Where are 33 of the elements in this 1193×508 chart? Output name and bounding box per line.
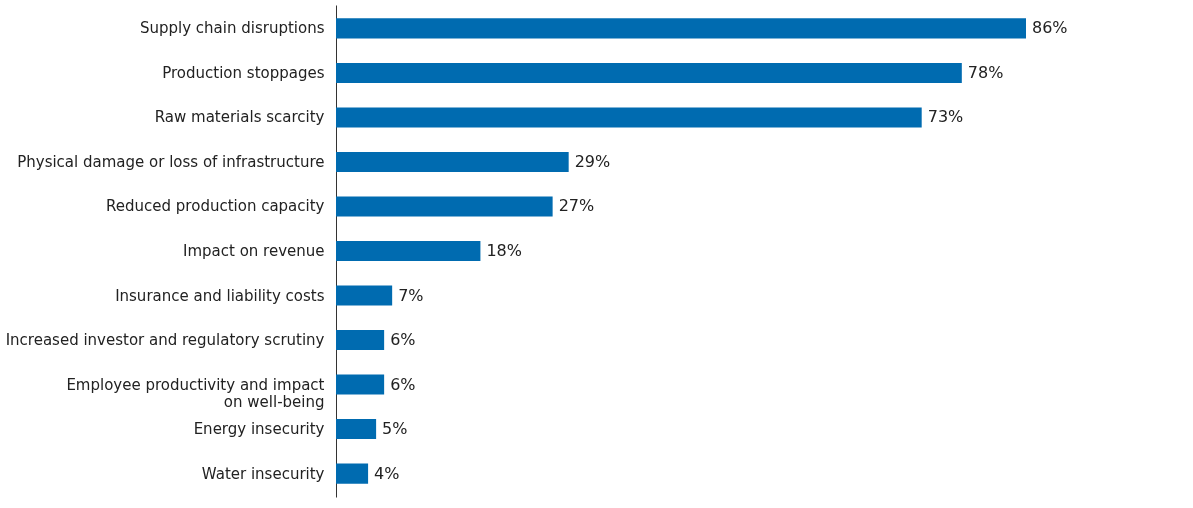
- bar: [336, 107, 922, 128]
- data-label: 18%: [486, 241, 522, 260]
- data-label: 4%: [374, 463, 400, 483]
- data-label: 5%: [382, 419, 408, 439]
- bar: [336, 285, 393, 306]
- y-tick-label: Impact on revenue: [182, 242, 325, 260]
- y-tick-label: Reduced production capacity: [106, 197, 325, 216]
- y-tick-label: Raw materials scarcity: [154, 108, 325, 127]
- bar: [336, 62, 962, 83]
- y-tick-label: Employee productivity and impact on well-being: [66, 375, 325, 411]
- bar: [336, 18, 1026, 39]
- bar: [336, 463, 369, 484]
- bar: [336, 151, 569, 172]
- y-tick-label: Production stoppages: [162, 63, 325, 82]
- bar: [336, 374, 385, 395]
- bar: [336, 196, 553, 217]
- bar: [336, 419, 377, 440]
- data-label: 86%: [1032, 18, 1068, 38]
- data-label: 27%: [558, 196, 595, 216]
- y-tick-label: Physical damage or loss of infrastructure: [17, 152, 325, 171]
- y-tick-label: Water insecurity: [201, 464, 325, 483]
- y-tick-label: Energy insecurity: [193, 420, 325, 439]
- data-label: 73%: [927, 107, 964, 127]
- y-tick-label: Increased investor and regulatory scrutiny: [5, 331, 325, 350]
- y-tick-label: Supply chain disruptions: [139, 19, 325, 38]
- data-label: 29%: [574, 151, 611, 171]
- data-label: 78%: [967, 62, 1004, 82]
- data-label: 6%: [390, 330, 416, 350]
- y-tick-label: Insurance and liability costs: [115, 286, 325, 305]
- data-label: 6%: [390, 374, 416, 394]
- bar: [336, 240, 481, 262]
- bar: [336, 330, 385, 351]
- data-label: 7%: [398, 285, 424, 305]
